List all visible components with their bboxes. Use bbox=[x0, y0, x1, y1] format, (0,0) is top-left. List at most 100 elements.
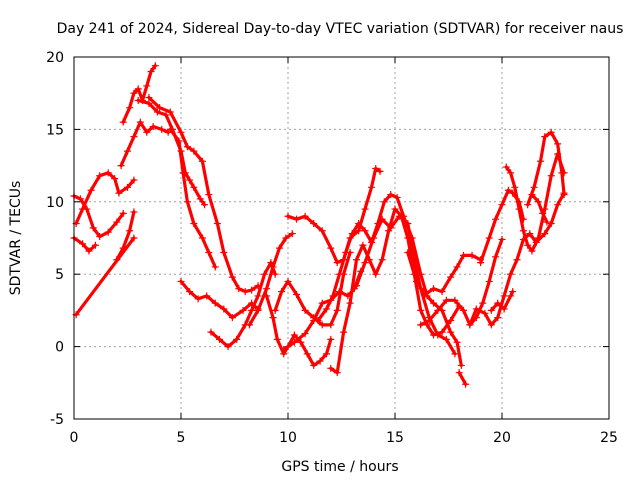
data-point bbox=[515, 205, 523, 213]
series-line bbox=[119, 120, 170, 168]
data-point bbox=[318, 299, 326, 307]
data-point bbox=[447, 273, 455, 281]
data-point bbox=[547, 128, 555, 136]
data-point bbox=[367, 183, 375, 191]
data-point bbox=[391, 205, 399, 213]
data-point bbox=[472, 305, 480, 313]
data-point bbox=[85, 247, 93, 255]
series-track-2 bbox=[70, 234, 99, 255]
data-point bbox=[175, 137, 183, 145]
series-line bbox=[406, 250, 483, 297]
data-point bbox=[89, 224, 97, 232]
data-point bbox=[502, 163, 510, 171]
data-point bbox=[323, 350, 331, 358]
y-tick-label: 20 bbox=[46, 50, 64, 66]
data-point bbox=[455, 369, 463, 377]
data-point bbox=[355, 220, 363, 228]
data-point bbox=[239, 306, 247, 314]
series-line bbox=[74, 171, 136, 226]
data-point bbox=[216, 335, 224, 343]
chart-title: Day 241 of 2024, Sidereal Day-to-day VTE… bbox=[57, 21, 624, 37]
data-point bbox=[177, 128, 185, 136]
data-point bbox=[275, 244, 283, 252]
data-point bbox=[318, 321, 326, 329]
data-point bbox=[147, 67, 155, 75]
data-point bbox=[511, 183, 519, 191]
data-point bbox=[293, 290, 301, 298]
data-point bbox=[479, 299, 487, 307]
data-point bbox=[528, 247, 536, 255]
data-point bbox=[498, 201, 506, 209]
data-point bbox=[124, 183, 131, 191]
data-point bbox=[412, 277, 420, 285]
series-line bbox=[504, 152, 566, 253]
series-line bbox=[168, 127, 217, 269]
data-point bbox=[500, 305, 508, 313]
data-point bbox=[314, 317, 322, 325]
data-point bbox=[119, 209, 127, 217]
data-point bbox=[462, 380, 470, 388]
data-point bbox=[560, 191, 568, 199]
data-point bbox=[211, 299, 219, 307]
y-tick-label: -5 bbox=[50, 412, 64, 428]
data-point bbox=[166, 125, 174, 133]
data-point bbox=[166, 108, 174, 116]
y-axis-label: SDTVAR / TECUs bbox=[8, 181, 24, 296]
data-point bbox=[534, 234, 542, 242]
data-point bbox=[134, 85, 142, 93]
data-point bbox=[278, 288, 286, 296]
series-line bbox=[530, 193, 549, 224]
data-point bbox=[442, 296, 450, 304]
data-point bbox=[442, 335, 450, 343]
data-point bbox=[387, 224, 395, 232]
grid-layer bbox=[74, 57, 609, 419]
data-point bbox=[421, 290, 429, 298]
series-track-22 bbox=[455, 369, 470, 388]
series-track-9 bbox=[166, 125, 219, 271]
data-point bbox=[76, 195, 84, 203]
data-point bbox=[190, 183, 198, 191]
series-track-5 bbox=[117, 118, 172, 170]
data-point bbox=[198, 157, 206, 165]
data-point bbox=[507, 169, 515, 177]
data-point bbox=[228, 314, 236, 322]
data-point bbox=[459, 306, 467, 314]
data-point bbox=[288, 230, 296, 238]
data-point bbox=[269, 263, 277, 271]
data-point bbox=[301, 306, 309, 314]
data-point bbox=[301, 330, 309, 338]
series-track-1 bbox=[70, 192, 127, 241]
y-tick-label: 5 bbox=[55, 267, 64, 283]
data-point bbox=[485, 234, 493, 242]
data-point bbox=[280, 345, 288, 353]
data-point bbox=[119, 118, 127, 126]
series-line bbox=[286, 166, 382, 265]
data-point bbox=[254, 306, 262, 314]
data-point bbox=[541, 230, 549, 238]
data-point bbox=[554, 140, 562, 148]
data-point bbox=[404, 248, 412, 256]
data-point bbox=[329, 292, 337, 300]
data-point bbox=[492, 215, 500, 223]
data-point bbox=[111, 175, 119, 183]
data-point bbox=[235, 285, 243, 293]
data-point bbox=[494, 314, 502, 322]
data-point bbox=[459, 251, 467, 259]
series-track-6 bbox=[119, 62, 159, 126]
data-point bbox=[186, 176, 194, 184]
data-point bbox=[87, 186, 95, 194]
data-point bbox=[104, 169, 112, 177]
data-point bbox=[352, 256, 360, 264]
data-point bbox=[361, 259, 369, 267]
data-point bbox=[417, 306, 425, 314]
data-point bbox=[487, 306, 495, 314]
data-point bbox=[333, 369, 341, 377]
data-point bbox=[335, 288, 343, 296]
data-point bbox=[524, 241, 532, 249]
data-point bbox=[434, 331, 442, 339]
data-point bbox=[543, 218, 551, 226]
data-point bbox=[547, 220, 555, 228]
data-point bbox=[162, 111, 170, 119]
data-point bbox=[301, 212, 309, 220]
series-isolated bbox=[72, 234, 138, 319]
